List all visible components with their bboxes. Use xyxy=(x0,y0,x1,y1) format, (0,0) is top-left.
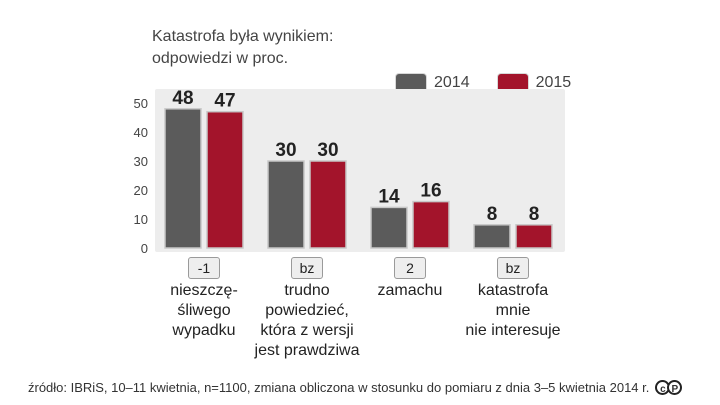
category-label-line: która z wersji xyxy=(260,322,354,339)
change-badge-1: bz xyxy=(291,257,323,279)
title-line-1: Katastrofa była wynikiem: xyxy=(152,28,334,45)
change-badge-3: bz xyxy=(497,257,529,279)
category-label-3: bz katastrofa mnie nie interesuje xyxy=(443,257,583,341)
category-label-0: -1 nieszczę-śliwego wypadku xyxy=(134,257,274,341)
source-text: źródło: IBRiS, 10–11 kwietnia, n=1100, z… xyxy=(28,380,650,395)
legend-label-2015: 2015 xyxy=(535,74,572,91)
legend-item-2014: 2014 xyxy=(396,74,470,92)
legend-item-2015: 2015 xyxy=(497,74,572,92)
category-label-line: trudno xyxy=(284,282,330,299)
data-label-2015-2: 16 xyxy=(420,181,441,202)
change-badge-2: 2 xyxy=(394,257,426,279)
category-label-line: powiedzieć, xyxy=(265,302,349,319)
data-label-2015-3: 8 xyxy=(529,204,540,225)
data-label-2014-2: 14 xyxy=(378,186,400,207)
category-label-line: mnie xyxy=(495,302,531,319)
bar-2014-2 xyxy=(370,206,408,249)
y-tick-label: 40 xyxy=(134,125,148,140)
bar-2015-0 xyxy=(206,110,244,249)
category-label-line: nie interesuje xyxy=(465,322,561,339)
legend-label-2014: 2014 xyxy=(434,74,470,91)
legend-swatch-2014 xyxy=(396,74,426,92)
category-label-line: wypadku xyxy=(172,322,236,339)
bar-chart: 0 10 20 30 40 50 48 47 30 30 14 16 8 8 xyxy=(134,88,565,256)
chart-title: Katastrofa była wynikiem: odpowiedzi w p… xyxy=(152,26,333,70)
category-label-line: jest prawdziwa xyxy=(254,342,360,359)
plot-background xyxy=(155,89,565,252)
change-badge-0: -1 xyxy=(188,257,220,279)
data-label-2014-3: 8 xyxy=(487,204,498,225)
y-tick-label: 10 xyxy=(134,212,148,227)
y-tick-label: 0 xyxy=(141,241,148,256)
category-label-line: katastrofa xyxy=(477,282,549,299)
data-label-2015-0: 47 xyxy=(214,91,235,112)
category-label-1: bz trudno powiedzieć, która z wersji jest pr… xyxy=(237,257,377,361)
bar-2015-1 xyxy=(309,160,347,249)
bar-2014-3 xyxy=(473,224,511,249)
legend-swatch-2015 xyxy=(497,74,528,92)
category-label-line: zamachu xyxy=(377,282,443,299)
source-footer: źródło: IBRiS, 10–11 kwietnia, n=1100, z… xyxy=(28,380,683,395)
bar-2015-3 xyxy=(515,224,553,249)
data-label-2014-0: 48 xyxy=(172,88,193,109)
y-tick-label: 50 xyxy=(134,96,148,111)
category-label-line: śliwego xyxy=(177,302,231,319)
data-label-2015-1: 30 xyxy=(317,140,338,161)
bar-2014-1 xyxy=(267,160,305,249)
y-tick-label: 30 xyxy=(134,154,148,169)
data-label-2014-1: 30 xyxy=(275,140,296,161)
legend: 2014 2015 xyxy=(396,74,599,92)
y-tick-label: 20 xyxy=(134,183,148,198)
category-label-2: 2 zamachu xyxy=(340,257,480,301)
category-label-line: nieszczę- xyxy=(170,282,238,299)
bar-2014-0 xyxy=(164,108,202,249)
title-line-2: odpowiedzi w proc. xyxy=(152,50,289,67)
bar-2015-2 xyxy=(412,200,450,249)
